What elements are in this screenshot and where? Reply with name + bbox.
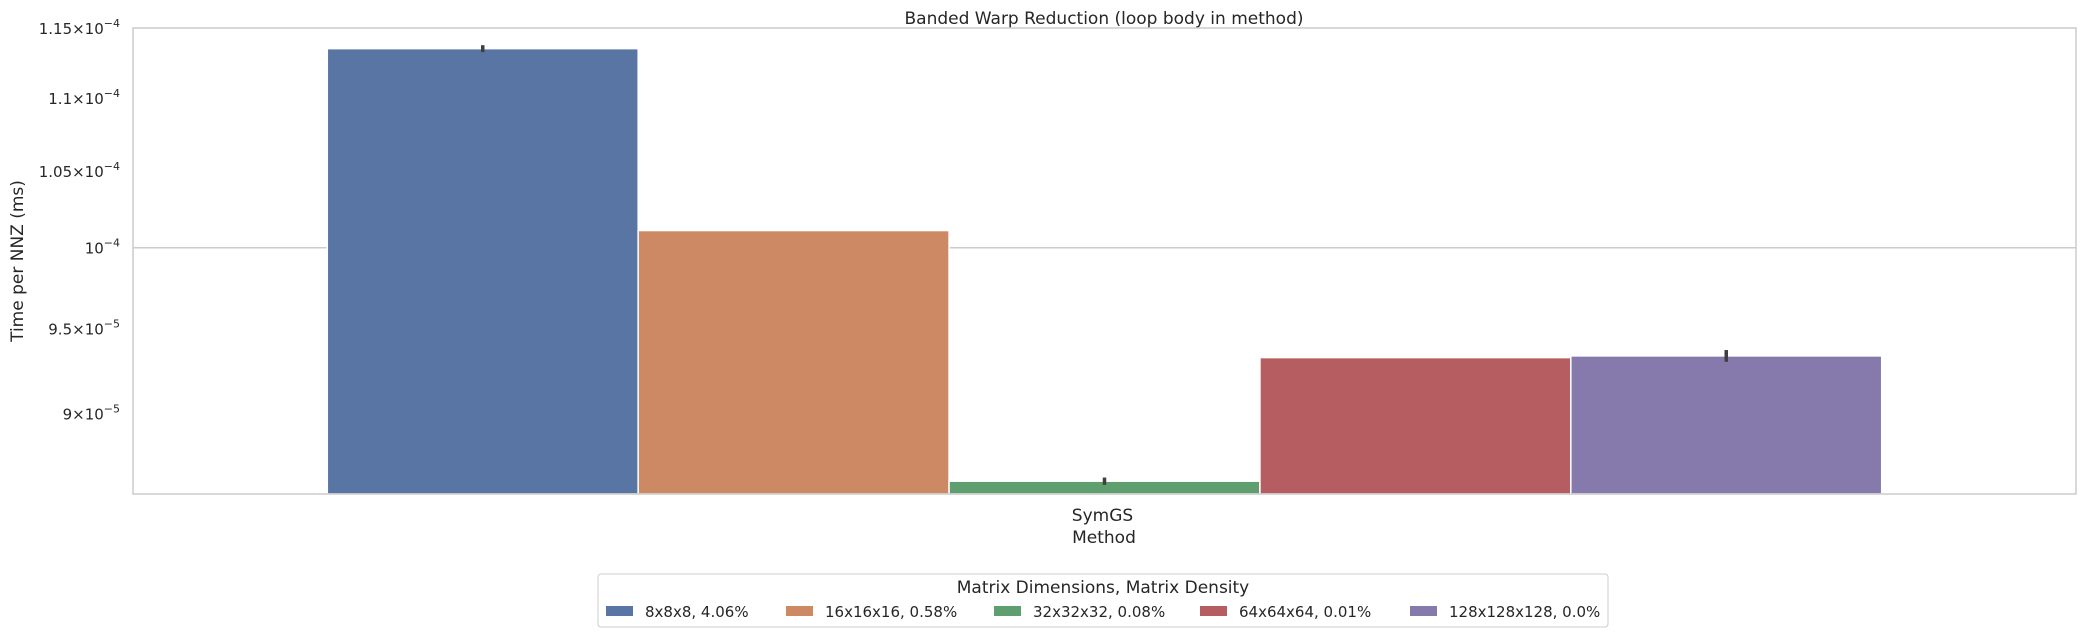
x-axis-label: Method <box>1072 528 1136 548</box>
y-tick-label: 10−4 <box>85 237 120 258</box>
legend-item: 32x32x32, 0.08% <box>994 603 1165 621</box>
legend-label: 32x32x32, 0.08% <box>1033 603 1165 621</box>
chart-title: Banded Warp Reduction (loop body in meth… <box>905 9 1304 29</box>
legend-label: 64x64x64, 0.01% <box>1239 603 1371 621</box>
legend-item: 16x16x16, 0.58% <box>786 603 957 621</box>
legend-swatch <box>1200 606 1227 616</box>
y-tick-label: 1.15×10−4 <box>39 17 120 38</box>
y-tick-label: 9.5×10−5 <box>48 317 120 338</box>
bars <box>326 47 1883 495</box>
legend-items: 8x8x8, 4.06% 16x16x16, 0.58% 32x32x32, 0.0… <box>606 603 1600 621</box>
bar <box>1570 355 1883 495</box>
legend-title: Matrix Dimensions, Matrix Density <box>957 578 1250 598</box>
legend-label: 8x8x8, 4.06% <box>645 603 749 621</box>
legend-label: 16x16x16, 0.58% <box>825 603 957 621</box>
legend-swatch <box>1410 606 1437 616</box>
y-tick-labels: 9×10−5 9.5×10−5 10−4 1.05×10−4 1.1×10−4 1.15×… <box>39 17 120 423</box>
legend-frame <box>597 573 1609 628</box>
y-tick-label: 1.1×10−4 <box>48 87 120 108</box>
legend-swatch <box>786 606 813 616</box>
bar <box>637 229 950 495</box>
x-tick-labels: SymGS <box>1072 506 1133 526</box>
plot-frame <box>132 27 2077 495</box>
bar <box>1259 356 1572 495</box>
y-tick-label: 9×10−5 <box>63 402 120 423</box>
legend-swatch <box>994 606 1021 616</box>
legend-item: 64x64x64, 0.01% <box>1200 603 1371 621</box>
legend-label: 128x128x128, 0.0% <box>1449 603 1600 621</box>
legend-swatch <box>606 606 633 616</box>
y-axis-label: Time per NNZ (ms) <box>8 180 28 343</box>
legend-item: 8x8x8, 4.06% <box>606 603 749 621</box>
legend: Matrix Dimensions, Matrix Density 8x8x8,… <box>597 573 1609 628</box>
legend-item: 128x128x128, 0.0% <box>1410 603 1600 621</box>
x-tick-label: SymGS <box>1072 506 1133 526</box>
y-tick-label: 1.05×10−4 <box>39 160 120 181</box>
error-bars <box>480 45 1729 485</box>
bar <box>326 47 639 495</box>
